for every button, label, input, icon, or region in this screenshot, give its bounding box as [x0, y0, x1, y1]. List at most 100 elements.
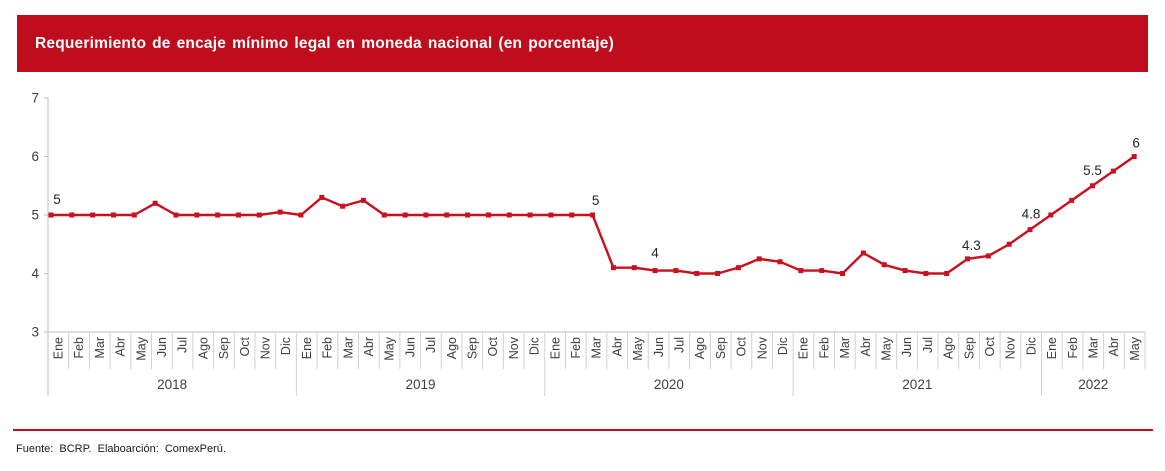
data-point-marker: [1110, 168, 1116, 174]
data-point-marker: [69, 212, 75, 218]
data-point-marker: [340, 203, 346, 209]
x-month-label: Feb: [817, 337, 831, 359]
data-point-marker: [1069, 197, 1075, 203]
x-month-label: Abr: [362, 337, 376, 356]
data-point-label: 4: [651, 246, 659, 261]
data-point-marker: [715, 271, 721, 276]
x-month-label: Jul: [921, 337, 935, 353]
data-point-label: 5.5: [1083, 163, 1102, 178]
data-point-marker: [235, 212, 241, 218]
data-point-marker: [944, 271, 950, 276]
data-point-marker: [194, 212, 200, 218]
x-month-label: Ago: [693, 337, 707, 359]
x-month-label: Mar: [1086, 337, 1100, 359]
data-point-marker: [881, 262, 887, 268]
y-tick-label: 3: [31, 325, 39, 340]
data-point-marker: [548, 212, 554, 218]
x-month-label: Abr: [610, 337, 624, 356]
source-note: Fuente: BCRP. Elaboarción: ComexPerú.: [16, 443, 226, 455]
data-point-marker: [506, 212, 512, 218]
y-tick-label: 5: [31, 208, 39, 223]
x-month-label: Oct: [238, 336, 252, 356]
data-point-marker: [444, 212, 450, 218]
data-point-marker: [256, 212, 262, 218]
data-point-marker: [652, 268, 658, 274]
x-month-label: Oct: [983, 336, 997, 356]
x-month-label: May: [383, 336, 397, 360]
x-month-label: Mar: [341, 337, 355, 359]
data-point-marker: [590, 212, 596, 218]
data-point-marker: [485, 212, 491, 218]
x-month-label: May: [1128, 336, 1142, 360]
footer-rule: [13, 429, 1153, 431]
y-tick-label: 6: [31, 149, 39, 164]
x-month-label: Oct: [486, 336, 500, 356]
data-point-marker: [298, 212, 304, 218]
y-tick-label: 7: [31, 91, 39, 106]
data-point-marker: [694, 271, 700, 276]
data-point-marker: [215, 212, 221, 218]
x-month-label: Abr: [114, 337, 128, 356]
x-month-label: Ene: [1045, 337, 1059, 359]
chart-title-band: Requerimiento de encaje mínimo legal en …: [17, 15, 1148, 72]
data-point-label: 5: [53, 192, 61, 207]
x-month-label: Ene: [52, 337, 66, 359]
x-month-label: May: [879, 336, 893, 360]
data-point-marker: [777, 259, 783, 265]
data-point-marker: [965, 256, 971, 262]
data-point-marker: [402, 212, 408, 218]
x-month-label: Oct: [735, 336, 749, 356]
x-month-label: Sep: [962, 337, 976, 359]
data-point-marker: [1090, 183, 1095, 189]
data-point-label: 4.3: [962, 238, 981, 253]
x-month-label: Dic: [528, 337, 542, 355]
data-point-marker: [923, 271, 929, 276]
x-month-label: Dic: [1024, 337, 1038, 355]
x-month-label: Jun: [155, 337, 169, 357]
x-month-label: Jun: [403, 337, 417, 357]
data-point-marker: [1048, 212, 1054, 218]
x-month-label: Sep: [466, 337, 480, 359]
data-point-marker: [465, 212, 471, 218]
data-point-marker: [1006, 241, 1012, 247]
chart-title: Requerimiento de encaje mínimo legal en …: [35, 34, 614, 52]
x-month-label: Nov: [755, 336, 769, 359]
x-month-label: Nov: [507, 336, 521, 359]
x-month-label: Ene: [300, 337, 314, 359]
x-month-label: Jul: [424, 337, 438, 353]
data-point-marker: [319, 194, 325, 200]
data-point-marker: [756, 256, 762, 262]
x-month-label: Nov: [1004, 336, 1018, 359]
x-month-label: Nov: [259, 336, 273, 359]
x-month-label: Ene: [548, 337, 562, 359]
data-point-marker: [631, 265, 637, 271]
data-point-marker: [985, 253, 991, 259]
data-point-marker: [1027, 227, 1033, 233]
x-month-label: Ago: [196, 337, 210, 359]
data-point-marker: [840, 271, 846, 276]
data-point-marker: [860, 250, 866, 256]
data-point-marker: [152, 200, 158, 206]
x-year-label: 2018: [157, 377, 187, 392]
x-month-label: May: [134, 336, 148, 360]
x-month-label: Abr: [859, 337, 873, 356]
x-month-label: Jun: [652, 337, 666, 357]
data-point-marker: [48, 212, 54, 218]
data-point-marker: [902, 268, 908, 274]
data-point-marker: [173, 212, 179, 218]
x-month-label: Jun: [900, 337, 914, 357]
data-point-marker: [110, 212, 116, 218]
x-month-label: Feb: [1066, 337, 1080, 359]
x-year-label: 2019: [406, 377, 436, 392]
data-point-marker: [569, 212, 575, 218]
x-year-label: 2022: [1078, 377, 1108, 392]
data-point-marker: [381, 212, 387, 218]
data-point-label: 4.8: [1022, 207, 1041, 222]
x-month-label: Mar: [590, 337, 604, 359]
x-month-label: Jul: [672, 337, 686, 353]
x-month-label: Mar: [838, 337, 852, 359]
x-month-label: Sep: [217, 337, 231, 359]
x-month-label: Dic: [776, 337, 790, 355]
